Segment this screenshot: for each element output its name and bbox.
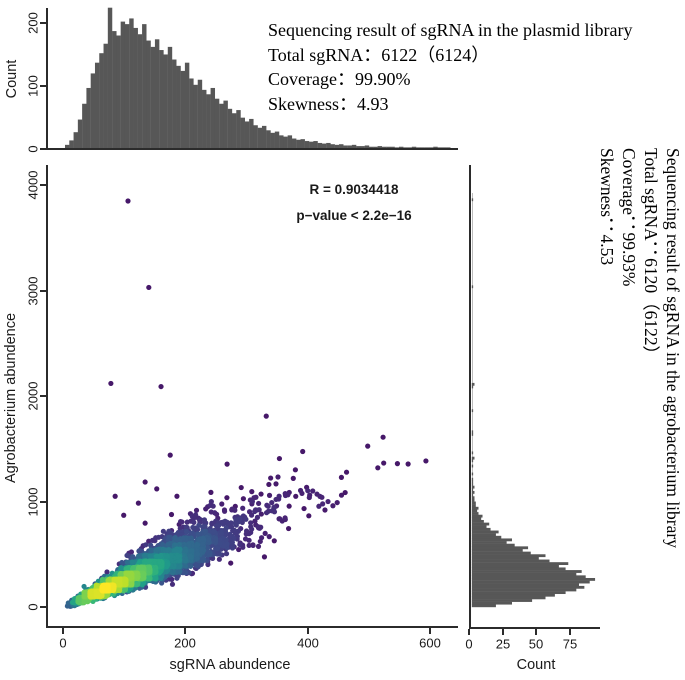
right-histogram-x-axis-title: Count	[516, 657, 556, 673]
tick-mark	[429, 628, 431, 634]
agrobacterium-annotation-coverage: Coverage：99.93%	[619, 148, 639, 287]
scatter-panel	[46, 165, 458, 628]
x-tick-label: 75	[562, 636, 578, 652]
plasmid-annotation-title: Sequencing result of sgRNA in the plasmi…	[268, 20, 633, 40]
tick-mark	[502, 629, 504, 635]
top-histogram-bars	[65, 7, 451, 149]
x-tick-label: 200	[174, 635, 196, 651]
x-tick-label: 400	[297, 635, 319, 651]
x-tick-label: 600	[419, 635, 441, 651]
y-tick-label: 3000	[25, 276, 41, 306]
tick-mark	[40, 22, 46, 24]
agrobacterium-annotation-skewness: Skewness：4.53	[597, 148, 617, 266]
right-histogram-panel	[469, 165, 600, 629]
scatter-x-axis-title: sgRNA abundence	[169, 657, 291, 673]
top-histogram-y-axis-title: Count	[4, 59, 20, 99]
y-tick-label: 0	[25, 603, 41, 611]
r-value-label: R = 0.9034418	[309, 182, 399, 197]
y-tick-label: 100	[25, 75, 41, 97]
plasmid-annotation-total: Total sgRNA：6122（6124）	[268, 44, 490, 65]
agrobacterium-annotation-total: Total sgRNA：6120（6122）	[641, 148, 661, 364]
tick-mark	[40, 606, 46, 608]
y-tick-label: 1000	[25, 487, 41, 517]
tick-mark	[307, 628, 309, 634]
tick-mark	[40, 184, 46, 186]
tick-mark	[569, 629, 571, 635]
tick-mark	[184, 628, 186, 634]
x-tick-label: 50	[528, 636, 544, 652]
agrobacterium-annotation-block: Sequencing result of sgRNA in the agroba…	[594, 148, 684, 680]
tick-mark	[535, 629, 537, 635]
top-histogram-panel	[46, 7, 458, 150]
y-tick-label: 2000	[25, 381, 41, 411]
y-tick-label: 0	[25, 145, 41, 153]
agrobacterium-annotation-title: Sequencing result of sgRNA in the agroba…	[663, 148, 683, 548]
plasmid-annotation-block: Sequencing result of sgRNA in the plasmi…	[268, 18, 632, 116]
plasmid-annotation-skewness: Skewness：4.93	[268, 93, 389, 114]
correlation-annotation: R = 0.9034418 p−value < 2.2e−16	[296, 177, 411, 229]
tick-mark	[40, 148, 46, 150]
tick-mark	[40, 85, 46, 87]
tick-mark	[40, 395, 46, 397]
scatter-y-axis-title: Agrobacterium abundence	[3, 312, 19, 484]
p-value-label: p−value < 2.2e−16	[296, 208, 412, 223]
x-tick-label: 0	[465, 636, 473, 652]
x-tick-label: 0	[59, 635, 67, 651]
tick-mark	[468, 629, 470, 635]
y-tick-label: 4000	[25, 170, 41, 200]
tick-mark	[40, 501, 46, 503]
plasmid-annotation-coverage: Coverage：99.90%	[268, 69, 411, 89]
tick-mark	[40, 290, 46, 292]
y-tick-label: 200	[25, 12, 41, 34]
right-histogram-bars	[471, 193, 596, 608]
x-tick-label: 25	[495, 636, 511, 652]
scatter-points-canvas	[48, 165, 458, 626]
tick-mark	[62, 628, 64, 634]
